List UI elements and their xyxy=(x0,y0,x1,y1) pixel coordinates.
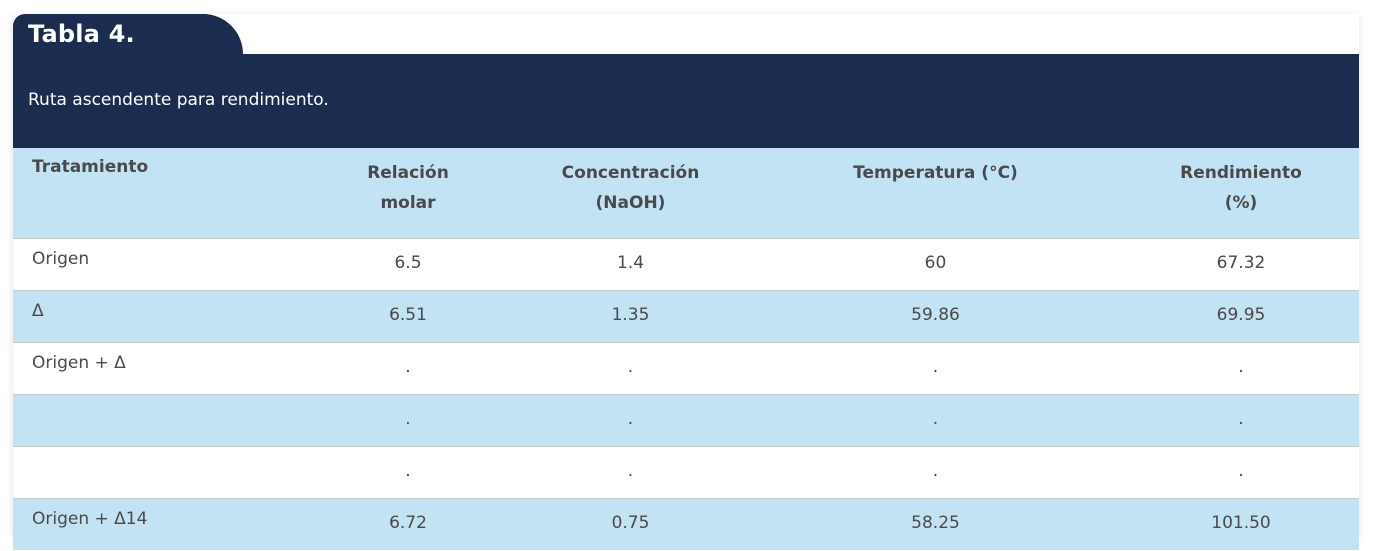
header-line1: Relación xyxy=(367,163,449,183)
cell-relacion-molar: . xyxy=(303,394,513,447)
table-row: Origen 6.5 1.4 60 67.32 xyxy=(13,238,1359,291)
header-line1: Tratamiento xyxy=(32,157,149,177)
cell-tratamiento: Origen + Δ xyxy=(13,342,303,395)
header-line2: molar xyxy=(380,193,436,213)
cell-rendimiento: . xyxy=(1123,394,1359,447)
cell-rendimiento: 101.50 xyxy=(1123,498,1359,550)
header-rendimiento: Rendimiento (%) xyxy=(1123,148,1359,239)
title-tab-curve xyxy=(183,14,243,55)
table-row: Δ 6.51 1.35 59.86 69.95 xyxy=(13,290,1359,343)
table-title: Tabla 4. xyxy=(28,20,135,48)
cell-concentracion: . xyxy=(513,342,748,395)
cell-tratamiento xyxy=(13,446,303,499)
cell-tratamiento: Origen + Δ14 xyxy=(13,498,303,550)
header-tratamiento: Tratamiento xyxy=(13,148,303,239)
header-temperatura: Temperatura (°C) xyxy=(748,148,1123,239)
cell-concentracion: 1.35 xyxy=(513,290,748,343)
header-relacion-molar: Relación molar xyxy=(303,148,513,239)
data-table: Tratamiento Relación molar Concentración… xyxy=(13,148,1359,550)
header-line1: Concentración xyxy=(561,163,700,183)
table-row: Origen + Δ . . . . xyxy=(13,342,1359,395)
header-line1: Rendimiento xyxy=(1180,163,1302,183)
cell-tratamiento: Δ xyxy=(13,290,303,343)
cell-temperatura: . xyxy=(748,446,1123,499)
cell-temperatura: 60 xyxy=(748,238,1123,291)
header-line2: (%) xyxy=(1224,193,1258,213)
cell-relacion-molar: 6.5 xyxy=(303,238,513,291)
cell-concentracion: . xyxy=(513,446,748,499)
table-row: Origen + Δ14 6.72 0.75 58.25 101.50 xyxy=(13,498,1359,550)
header-line1: Temperatura (°C) xyxy=(853,163,1018,183)
header-line2: (NaOH) xyxy=(595,193,666,213)
table-caption: Ruta ascendente para rendimiento. xyxy=(28,90,329,110)
cell-relacion-molar: . xyxy=(303,342,513,395)
cell-rendimiento: 67.32 xyxy=(1123,238,1359,291)
header-concentracion: Concentración (NaOH) xyxy=(513,148,748,239)
cell-temperatura: . xyxy=(748,394,1123,447)
cell-concentracion: . xyxy=(513,394,748,447)
cell-temperatura: 59.86 xyxy=(748,290,1123,343)
cell-temperatura: 58.25 xyxy=(748,498,1123,550)
cell-concentracion: 0.75 xyxy=(513,498,748,550)
cell-relacion-molar: 6.72 xyxy=(303,498,513,550)
cell-relacion-molar: . xyxy=(303,446,513,499)
cell-tratamiento: Origen xyxy=(13,238,303,291)
header-row: Tratamiento Relación molar Concentración… xyxy=(13,148,1359,239)
cell-rendimiento: . xyxy=(1123,446,1359,499)
table-card: Tabla 4. Ruta ascendente para rendimient… xyxy=(13,14,1359,550)
table-row: . . . . xyxy=(13,446,1359,499)
table-row: . . . . xyxy=(13,394,1359,447)
cell-rendimiento: . xyxy=(1123,342,1359,395)
cell-temperatura: . xyxy=(748,342,1123,395)
cell-concentracion: 1.4 xyxy=(513,238,748,291)
caption-bar: Ruta ascendente para rendimiento. xyxy=(13,54,1359,148)
cell-relacion-molar: 6.51 xyxy=(303,290,513,343)
cell-tratamiento xyxy=(13,394,303,447)
cell-rendimiento: 69.95 xyxy=(1123,290,1359,343)
